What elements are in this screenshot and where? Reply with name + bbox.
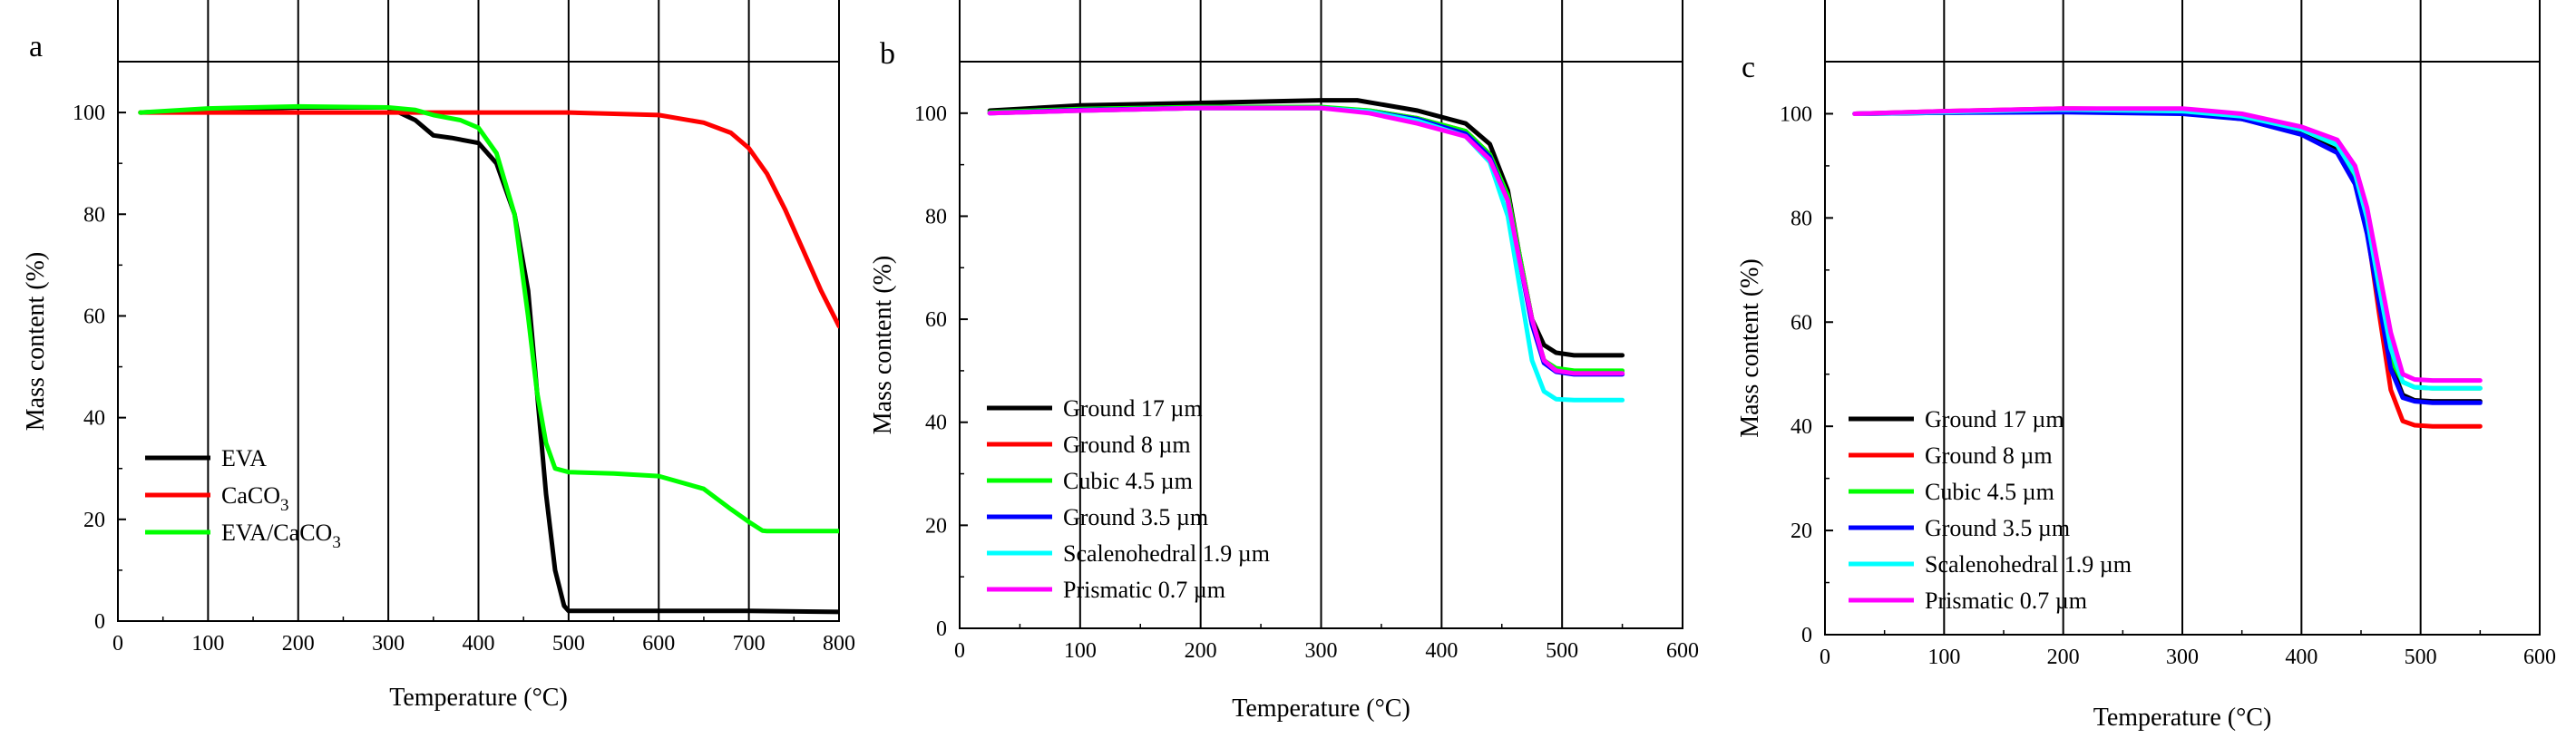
x-tick-label: 600	[642, 632, 675, 656]
x-tick-label: 600	[2523, 646, 2556, 669]
y-tick-label: 0	[94, 610, 105, 634]
legend-entry: Cubic 4.5 µm	[1925, 479, 2054, 505]
legend-label: Ground 8 µm	[1063, 432, 1191, 458]
legend-entry: EVA/CaCO3	[221, 520, 341, 552]
legend-entry: Ground 17 µm	[1063, 395, 1203, 422]
x-axis-title: Temperature (°C)	[1232, 695, 1410, 723]
x-tick-label: 0	[112, 632, 123, 656]
x-tick-label: 800	[823, 632, 855, 656]
legend-entry: Ground 8 µm	[1925, 442, 2053, 469]
x-axis-title: Temperature (°C)	[2093, 704, 2272, 732]
y-axis-title: Mass content (%)	[1736, 258, 1764, 438]
legend-label: Cubic 4.5 µm	[1063, 468, 1193, 494]
y-tick-label: 0	[1801, 624, 1812, 647]
legend-label: CaCO	[221, 482, 280, 509]
y-tick-label: 40	[925, 412, 947, 435]
series-line-3	[1852, 110, 2483, 405]
x-tick-label: 200	[282, 632, 315, 656]
legend-entry: Prismatic 0.7 µm	[1925, 588, 2087, 614]
legend-entry: Cubic 4.5 µm	[1063, 468, 1193, 494]
x-axis-title: Temperature (°C)	[389, 684, 568, 712]
x-tick-label: 200	[2047, 646, 2080, 669]
legend-entry: Scalenohedral 1.9 µm	[1925, 551, 2132, 578]
legend-label: Ground 8 µm	[1925, 442, 2053, 469]
x-tick-label: 300	[372, 632, 405, 656]
series-line-4	[987, 105, 1625, 403]
legend-entry: Prismatic 0.7 µm	[1063, 577, 1225, 603]
panel-letter: a	[29, 30, 43, 63]
y-tick-label: 60	[925, 308, 947, 332]
x-tick-label: 300	[1305, 639, 1338, 663]
x-tick-label: 400	[1425, 639, 1458, 663]
legend-label: Prismatic 0.7 µm	[1063, 577, 1225, 603]
legend-label: EVA	[221, 445, 267, 471]
y-tick-label: 100	[1780, 102, 1812, 126]
y-tick-label: 20	[1791, 520, 1812, 543]
legend-entry: CaCO3	[221, 482, 289, 515]
y-tick-label: 80	[83, 203, 105, 227]
legend: Ground 17 µm Ground 8 µm Cubic 4.5 µm Groun…	[1849, 406, 2132, 614]
legend: Ground 17 µm Ground 8 µm Cubic 4.5 µm Groun…	[987, 395, 1270, 603]
y-tick-label: 100	[914, 102, 947, 126]
x-tick-label: 0	[1820, 646, 1830, 669]
legend-entry: Scalenohedral 1.9 µm	[1063, 540, 1270, 567]
x-tick-label: 100	[1064, 639, 1097, 663]
y-tick-label: 100	[73, 102, 105, 125]
panel-letter: b	[880, 37, 895, 71]
legend-label: Cubic 4.5 µm	[1925, 479, 2054, 505]
series-line-5	[1852, 106, 2483, 384]
y-axis-title: Mass content (%)	[869, 256, 897, 435]
legend-entry: Ground 3.5 µm	[1063, 504, 1208, 530]
y-tick-label: 40	[1791, 415, 1812, 439]
legend-label: Ground 17 µm	[1063, 395, 1203, 422]
y-tick-label: 20	[925, 514, 947, 538]
legend-entry: EVA	[221, 445, 267, 471]
series-line-1	[1852, 106, 2483, 429]
y-tick-label: 60	[1791, 311, 1812, 335]
legend-entry: Ground 3.5 µm	[1925, 515, 2070, 541]
series-line-2	[138, 103, 839, 534]
x-tick-label: 700	[733, 632, 766, 656]
y-tick-label: 0	[936, 617, 947, 641]
x-tick-label: 500	[2405, 646, 2437, 669]
legend-label: Ground 17 µm	[1925, 406, 2064, 432]
legend-label: Scalenohedral 1.9 µm	[1063, 540, 1270, 567]
panel-c: c 0 100 200 300 400 500 600 0 20 40 60 80 100 Temperat…	[1736, 0, 2556, 732]
y-tick-label: 60	[83, 305, 105, 328]
series-line-1	[138, 110, 839, 329]
y-axis-title: Mass content (%)	[22, 252, 50, 432]
x-tick-label: 300	[2166, 646, 2199, 669]
panel-letter: c	[1742, 51, 1755, 84]
x-tick-label: 600	[1666, 639, 1699, 663]
y-tick-label: 20	[83, 509, 105, 532]
x-tick-label: 500	[552, 632, 585, 656]
legend-label: Scalenohedral 1.9 µm	[1925, 551, 2132, 578]
x-tick-label: 500	[1546, 639, 1578, 663]
y-tick-label: 80	[1791, 207, 1812, 230]
panel-b: b 0 100 200 300 400 500 600 0 20 40 60 80 100 Temperat…	[869, 0, 1699, 723]
y-tick-label: 40	[83, 407, 105, 431]
legend-entry: Ground 8 µm	[1063, 432, 1191, 458]
x-tick-label: 0	[954, 639, 965, 663]
x-tick-label: 200	[1185, 639, 1217, 663]
series-line-5	[987, 105, 1625, 376]
y-tick-label: 80	[925, 205, 947, 228]
legend-label: Prismatic 0.7 µm	[1925, 588, 2087, 614]
legend-label: EVA/CaCO	[221, 520, 332, 546]
x-tick-label: 100	[191, 632, 224, 656]
x-tick-label: 400	[463, 632, 495, 656]
legend-entry: Ground 17 µm	[1925, 406, 2064, 432]
panel-a: a 0 100 200 300 400 500 600 700 800 0 20 40 60 80 100 Te…	[22, 0, 855, 712]
legend-label-subscript: 3	[280, 496, 289, 515]
legend-label: Ground 3.5 µm	[1063, 504, 1208, 530]
series-line-0	[987, 98, 1625, 358]
legend-label-subscript: 3	[332, 533, 341, 552]
x-tick-label: 400	[2285, 646, 2317, 669]
x-tick-label: 100	[1927, 646, 1960, 669]
legend-label: Ground 3.5 µm	[1925, 515, 2070, 541]
